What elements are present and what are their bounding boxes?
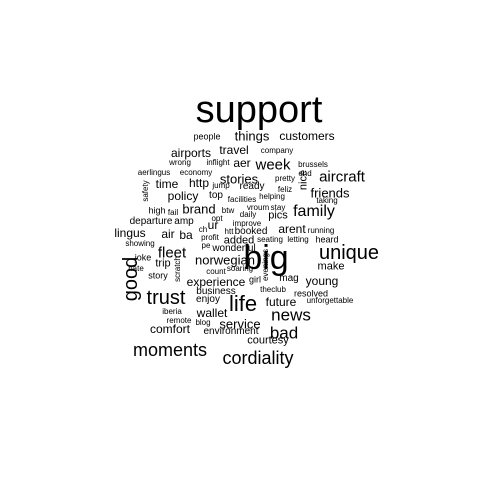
word-people: people — [193, 131, 221, 142]
word-girl: girl — [248, 274, 262, 285]
word-soaring: soaring — [226, 264, 254, 273]
word-scratch: scratch — [173, 256, 182, 282]
word-htt: htt — [224, 227, 234, 236]
word-service: service — [219, 316, 261, 332]
word-hate: hate — [128, 264, 144, 273]
word-joke: joke — [134, 252, 152, 263]
word-friends: friends — [310, 185, 350, 201]
word-safety: safety — [141, 180, 150, 202]
word-aer: aer — [233, 156, 251, 170]
word-pics: pics — [268, 209, 288, 222]
word-support: support — [195, 89, 323, 131]
word-booked: booked — [234, 226, 268, 237]
word-future: future — [265, 295, 297, 309]
word-heard: heard — [315, 234, 339, 245]
word-stay: stay — [270, 203, 286, 212]
word-economy: economy — [179, 168, 213, 177]
word-added: added — [223, 234, 255, 247]
word-customers: customers — [279, 129, 335, 143]
word-business: business — [196, 286, 236, 297]
word-theclub: theclub — [260, 285, 286, 294]
word-end: end — [298, 169, 312, 178]
word-make: make — [317, 260, 345, 273]
word-travel: travel — [219, 143, 249, 157]
word-ba: ba — [179, 228, 193, 242]
word-mag: mag — [279, 273, 299, 284]
word-bad: bad — [269, 323, 299, 343]
word-unforgettable: unforgettable — [306, 296, 354, 305]
word-big: big — [243, 239, 289, 277]
word-departure: departure — [129, 216, 173, 227]
word-young: young — [305, 274, 339, 288]
word-feliz: feliz — [277, 185, 293, 194]
word-resolved: resolved — [293, 288, 329, 299]
word-family: family — [293, 203, 335, 220]
word-high: high — [148, 205, 166, 216]
word-aerlingus: aerlingus — [137, 168, 171, 177]
word-trust: trust — [146, 287, 186, 309]
word-amp: amp — [174, 216, 194, 227]
word-count: count — [206, 267, 226, 276]
word-facilities: facilities — [227, 195, 257, 204]
word-unique: unique — [318, 242, 380, 264]
word-btw: btw — [221, 206, 235, 215]
word-helping: helping — [259, 192, 285, 201]
word-letting: letting — [287, 235, 309, 244]
word-wonderful: wonderful — [212, 243, 256, 254]
word-wallet: wallet — [196, 306, 228, 320]
word-comfort: comfort — [149, 322, 191, 336]
word-running: running — [307, 226, 335, 235]
word-seating: seating — [257, 235, 283, 244]
word-arent: arent — [278, 222, 306, 236]
word-remote: remote — [166, 316, 192, 325]
word-time: time — [155, 177, 179, 191]
word-environment: environment — [203, 326, 259, 337]
word-experience: experience — [186, 275, 246, 289]
word-vroum: vroum — [246, 203, 270, 212]
word-profit: profit — [201, 233, 219, 242]
word-fleet: fleet — [157, 244, 187, 262]
word-improve: improve — [232, 219, 262, 228]
word-ready: ready — [239, 181, 265, 192]
word-pe: pe — [201, 241, 211, 250]
word-lingus: lingus — [114, 226, 146, 240]
word-evenings: evenings — [261, 248, 270, 282]
word-things: things — [234, 128, 270, 144]
word-opt: opt — [211, 214, 223, 223]
word-courtesy: courtesy — [247, 334, 289, 347]
word-stories: stories — [219, 171, 259, 187]
word-ur: ur — [207, 218, 219, 232]
word-inflight: inflight — [206, 158, 230, 167]
word-airports: airports — [170, 146, 212, 160]
word-ch: ch — [198, 225, 208, 234]
word-fail: fail — [167, 208, 179, 217]
word-showing: showing — [125, 239, 155, 248]
word-daily: daily — [239, 210, 257, 219]
word-moments: moments — [132, 340, 208, 360]
word-pretty: pretty — [274, 174, 296, 183]
word-wrong: wrong — [169, 158, 191, 167]
word-company: company — [260, 146, 294, 155]
word-aircraft: aircraft — [319, 168, 365, 186]
word-brussels: brussels — [298, 160, 328, 169]
word-enjoy: enjoy — [196, 294, 220, 305]
word-news: news — [271, 305, 311, 325]
word-blog: blog — [195, 318, 211, 327]
word-norwegian: norwegian — [195, 252, 255, 268]
word-iberia: iberia — [162, 307, 182, 316]
word-top: top — [209, 190, 223, 201]
word-jump: jump — [212, 181, 230, 190]
word-brand: brand — [182, 201, 216, 217]
word-story: story — [148, 270, 168, 281]
word-policy: policy — [167, 189, 199, 203]
word-week: week — [255, 156, 291, 174]
word-trip: trip — [155, 257, 171, 270]
word-air: air — [161, 227, 175, 241]
word-cordiality: cordiality — [222, 348, 294, 368]
word-life: life — [228, 291, 258, 316]
word-taking: taking — [316, 196, 338, 205]
word-http: http — [188, 176, 210, 190]
